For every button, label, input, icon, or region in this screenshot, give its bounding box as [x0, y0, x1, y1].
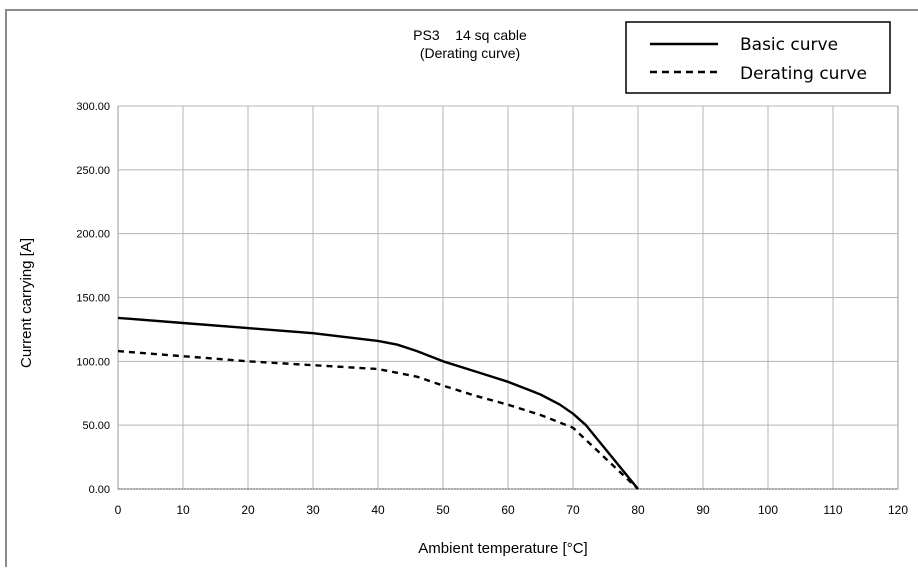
y-tick-label: 0.00 — [89, 484, 110, 496]
x-tick-label: 120 — [888, 503, 908, 517]
x-axis-label: Ambient temperature [°C] — [418, 540, 587, 557]
chart-title: PS3 14 sq cable — [413, 27, 527, 43]
x-tick-label: 10 — [176, 503, 190, 517]
y-tick-label: 50.00 — [82, 420, 110, 432]
series-layer — [117, 316, 639, 490]
y-tick-label: 300.00 — [76, 101, 110, 113]
y-axis-label: Current carrying [A] — [18, 238, 35, 368]
x-tick-label: 90 — [696, 503, 710, 517]
legend: Basic curve Derating curve — [625, 21, 891, 94]
y-tick-label: 100.00 — [76, 356, 110, 368]
y-axis-ticks: 0.00 50.00 100.00 150.00 200.00 250.00 300.00 — [76, 101, 110, 496]
x-tick-label: 0 — [115, 503, 122, 517]
x-tick-label: 100 — [758, 503, 778, 517]
x-tick-label: 40 — [371, 503, 385, 517]
legend-box — [625, 21, 891, 94]
legend-label-basic: Basic curve — [740, 35, 838, 55]
y-tick-label: 250.00 — [76, 165, 110, 177]
y-tick-label: 150.00 — [76, 293, 110, 305]
x-tick-label: 50 — [436, 503, 450, 517]
series-line-basic-curve — [117, 316, 639, 490]
legend-label-derating: Derating curve — [740, 64, 867, 84]
x-tick-label: 110 — [823, 503, 842, 517]
x-axis-ticks: 0 10 20 30 40 50 60 70 80 90 100 110 120 — [115, 503, 909, 517]
x-tick-label: 80 — [631, 503, 645, 517]
gridlines — [118, 105, 898, 490]
chart-border — [5, 9, 918, 572]
x-tick-label: 30 — [306, 503, 320, 517]
x-tick-label: 70 — [566, 503, 580, 517]
x-tick-label: 20 — [241, 503, 255, 517]
x-tick-label: 60 — [501, 503, 515, 517]
chart-subtitle: (Derating curve) — [420, 45, 520, 61]
y-tick-label: 200.00 — [76, 229, 110, 241]
